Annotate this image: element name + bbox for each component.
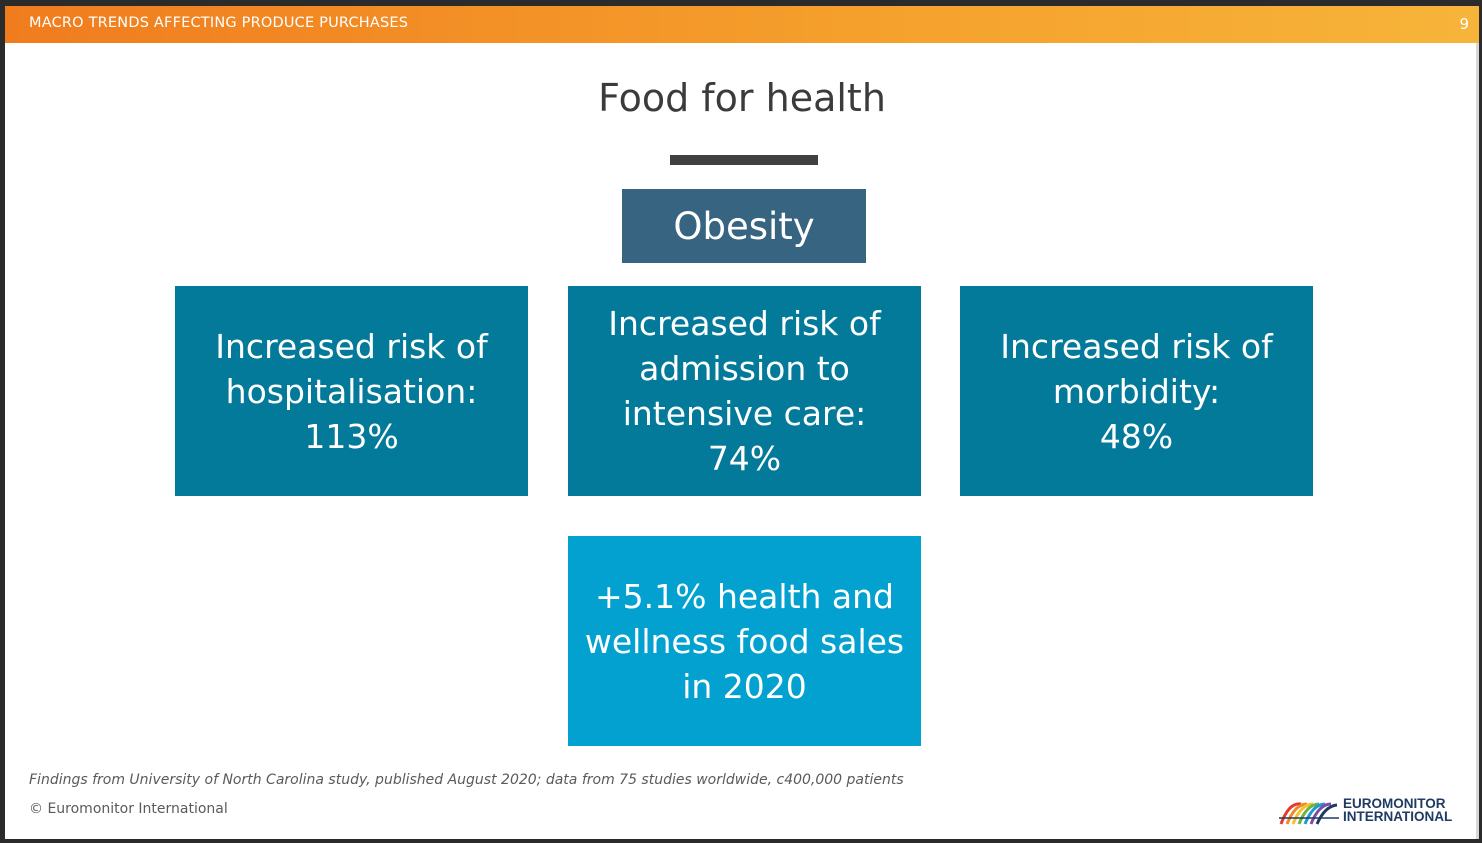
sales-box: +5.1% health and wellness food sales in … [568, 536, 921, 746]
risk-box-intensive-care: Increased risk of admission to intensive… [568, 286, 921, 496]
slide: MACRO TRENDS AFFECTING PRODUCE PURCHASES… [5, 6, 1479, 839]
sales-line: +5.1% health and [594, 576, 894, 616]
title-underline [670, 155, 818, 165]
footnote: Findings from University of North Caroli… [29, 772, 904, 788]
sales-line: wellness food sales [584, 621, 905, 661]
header-bar: MACRO TRENDS AFFECTING PRODUCE PURCHASES… [5, 6, 1479, 43]
risk-box-morbidity: Increased risk of morbidity: 48% [960, 286, 1313, 496]
logo-line-1: EUROMONITOR [1343, 796, 1446, 811]
rainbow-arcs-icon [1279, 802, 1339, 825]
risk-line: Increased risk of [215, 326, 488, 366]
risk-box-hospitalisation: Increased risk of hospitalisation: 113% [175, 286, 528, 496]
risk-value: 48% [1099, 416, 1174, 456]
obesity-box: Obesity [622, 189, 866, 263]
section-title: MACRO TRENDS AFFECTING PRODUCE PURCHASES [29, 15, 409, 31]
slide-edge [1476, 43, 1479, 839]
risk-line: admission to [639, 349, 850, 388]
risk-value: 74% [707, 439, 782, 478]
page-title: Food for health [598, 76, 886, 120]
risk-line: Increased risk of [1000, 326, 1273, 366]
risk-line: Increased risk of [608, 304, 881, 343]
risk-line: hospitalisation: [225, 371, 478, 411]
sales-line: in 2020 [682, 666, 807, 706]
page-number: 9 [1459, 15, 1469, 33]
risk-line: morbidity: [1052, 371, 1221, 411]
logo-line-2: INTERNATIONAL [1343, 809, 1453, 824]
copyright: © Euromonitor International [29, 801, 228, 817]
obesity-label: Obesity [673, 204, 815, 248]
risk-line: intensive care: [622, 394, 867, 433]
risk-value: 113% [304, 416, 399, 456]
euromonitor-logo: EUROMONITOR INTERNATIONAL [1279, 796, 1459, 826]
logo-text: EUROMONITOR INTERNATIONAL [1343, 796, 1453, 824]
